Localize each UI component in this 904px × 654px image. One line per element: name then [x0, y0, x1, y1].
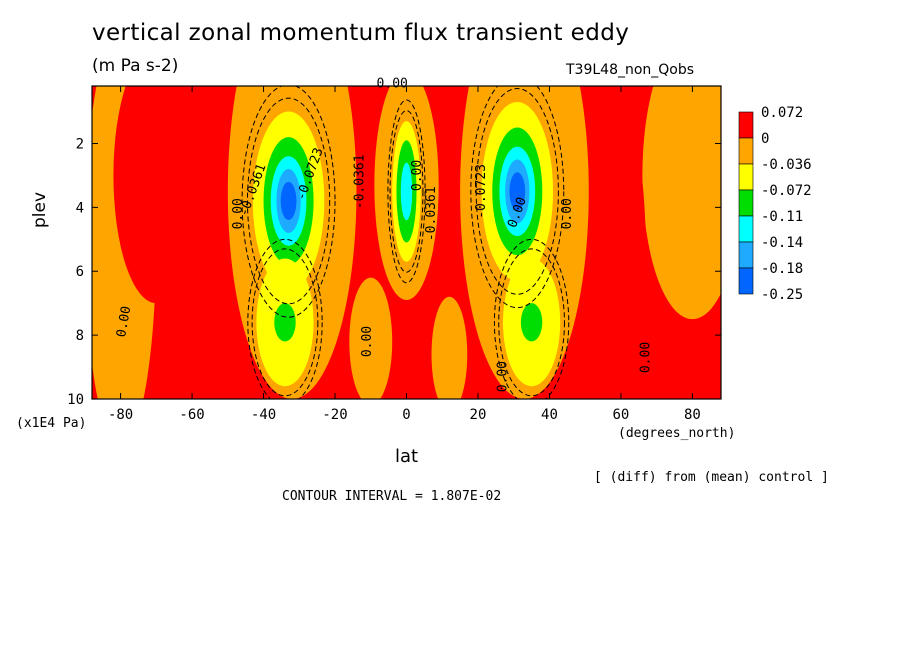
legend-swatch	[738, 163, 754, 191]
contour-label: 0.00	[496, 361, 511, 392]
axes: -80 -60 -40 -20 0 20 40 60 80 2 4 6 8 10	[67, 86, 721, 423]
x-tick-label: -80	[108, 407, 133, 423]
legend-label: 0.072	[761, 105, 803, 121]
legend-label: -0.25	[761, 287, 803, 303]
contour-label: 0.00	[231, 198, 246, 229]
orange-zone-sh-low	[349, 277, 393, 399]
x-tick-label: 60	[613, 407, 630, 423]
nh-core-dashed-contour-1	[475, 88, 559, 295]
sh-lower-core-level-2	[274, 303, 296, 342]
nh-lower-core-dashed-contour-2	[493, 238, 570, 399]
negative-contours	[241, 86, 570, 399]
contour-label: 0.00	[560, 198, 575, 229]
chart-units: (m Pa s-2)	[92, 56, 179, 76]
red-core-np	[595, 111, 646, 399]
contour-label: 0.00	[639, 342, 654, 373]
diff-note: [ (diff) from (mean) control ]	[594, 470, 829, 485]
x-axis-label: lat	[395, 446, 419, 467]
run-label: T39L48_non_Qobs	[566, 62, 695, 78]
x-tick-label: -40	[251, 407, 276, 423]
x-tick-label: -20	[322, 407, 347, 423]
legend-swatch	[738, 189, 754, 217]
sh-lower-core-dashed-contour-1	[251, 248, 319, 397]
sh-core-dashed-contour-2	[241, 86, 336, 318]
chart-title: vertical zonal momentum flux transient e…	[92, 20, 630, 46]
legend-label: -0.18	[761, 261, 803, 277]
nh-lower-core-level-2	[520, 303, 543, 342]
legend-label: 0	[761, 131, 769, 147]
y-tick-label: 6	[76, 264, 84, 280]
y-tick-label: 4	[76, 200, 84, 216]
legend-swatch	[738, 111, 754, 139]
nh-core-dashed-contour-2	[470, 86, 565, 309]
legend-label: -0.11	[761, 209, 803, 225]
sh-core-dashed-contour-1	[246, 97, 331, 305]
y-tick-label: 10	[67, 392, 84, 408]
contour-label: -0.0723	[474, 164, 489, 219]
y-axis-unit: (x1E4 Pa)	[16, 416, 87, 431]
nh-core-level-5	[509, 172, 526, 211]
nh-lower-core-dashed-contour-1	[498, 248, 565, 397]
x-tick-label: 20	[470, 407, 487, 423]
color-legend: 0.072 0 -0.036 -0.072 -0.11 -0.14 -0.18 -0.25	[738, 105, 812, 303]
contour-label: 0.00	[114, 305, 134, 338]
legend-label: -0.036	[761, 157, 812, 173]
x-tick-label: -60	[179, 407, 204, 423]
x-axis-unit: (degrees_north)	[618, 426, 736, 441]
legend-swatch	[738, 137, 754, 165]
contour-label: 0.00	[377, 77, 408, 92]
legend-swatch	[738, 241, 754, 269]
legend-swatch	[738, 267, 754, 295]
contour-field	[92, 86, 721, 399]
orange-zone-nh-low	[431, 296, 468, 399]
sh-lower-core-dashed-contour-2	[247, 238, 323, 399]
contour-label: 0.00	[410, 160, 425, 191]
contour-interval: CONTOUR INTERVAL = 1.807E-02	[282, 489, 502, 504]
eq-core-dashed-contour-2	[387, 99, 426, 284]
red-core-sp	[113, 86, 200, 304]
orange-zone-np	[642, 86, 721, 320]
eq-core-dashed-contour-1	[389, 110, 424, 273]
contour-label: 0.00	[360, 326, 375, 357]
x-tick-label: 0	[402, 407, 410, 423]
eq-core-level-3	[400, 162, 413, 221]
sh-core-level-5	[280, 181, 297, 221]
x-tick-label: 80	[684, 407, 701, 423]
x-tick-label: 40	[541, 407, 558, 423]
legend-swatch	[738, 215, 754, 243]
y-tick-label: 8	[76, 328, 84, 344]
legend-label: -0.14	[761, 235, 803, 251]
contour-label: -0.0361	[424, 186, 439, 241]
legend-label: -0.072	[761, 183, 812, 199]
contour-label: -0.0361	[353, 154, 368, 209]
y-tick-label: 2	[76, 136, 84, 152]
